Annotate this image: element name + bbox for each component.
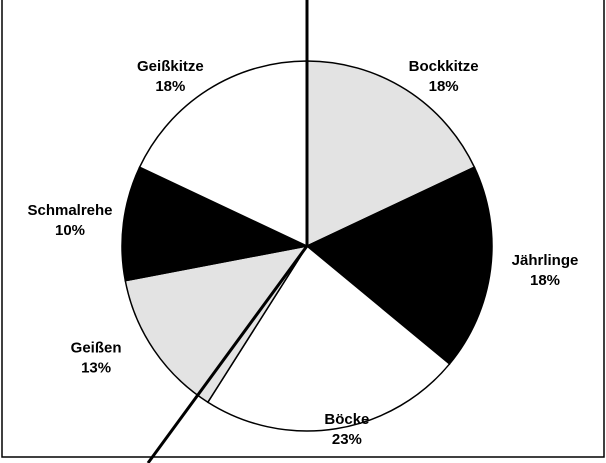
- divider-line: [146, 245, 309, 463]
- value-label: 18%: [530, 272, 560, 289]
- pie: [121, 60, 493, 432]
- slice-label: Bockkitze: [409, 58, 479, 75]
- value-label: 10%: [55, 222, 85, 239]
- slice-label: Schmalrehe: [27, 202, 112, 219]
- value-label: 18%: [155, 78, 185, 95]
- pie-slice: [206, 244, 451, 432]
- value-label: 13%: [81, 359, 111, 376]
- value-label: 23%: [332, 431, 362, 448]
- pie-slice: [124, 244, 309, 404]
- slice-label: Böcke: [324, 411, 369, 428]
- pie-slice: [121, 166, 310, 282]
- value-label: 18%: [429, 78, 459, 95]
- pie-slice: [305, 166, 493, 365]
- pie-slice: [138, 60, 308, 248]
- slice-label: Jährlinge: [512, 252, 579, 269]
- slice-label: Geißkitze: [137, 58, 204, 75]
- slice-label: Geißen: [71, 339, 122, 356]
- pie-slice: [306, 60, 476, 248]
